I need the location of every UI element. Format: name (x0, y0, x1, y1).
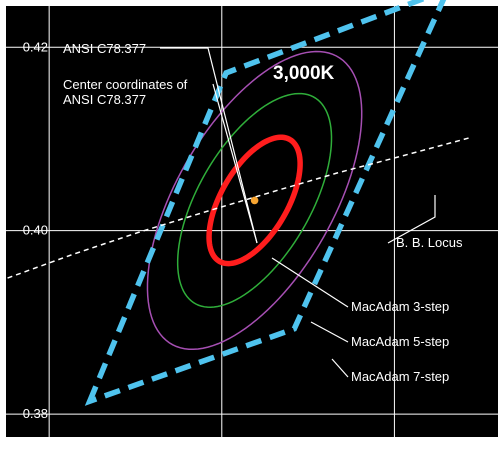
x-tick-label: 0.45 (382, 445, 407, 460)
blackbody-locus (0, 136, 473, 282)
leader-center-label (212, 83, 258, 244)
x-tick-label: 0.41 (37, 445, 62, 460)
y-tick-label: 0.42 (23, 39, 48, 54)
center-point-layer (250, 196, 259, 205)
macadam-7-step-ellipse (146, 50, 363, 351)
leader-ansi-label (160, 47, 258, 244)
leader-macadam-5 (310, 321, 349, 343)
macadam-5-step-label: MacAdam 5-step (351, 334, 449, 349)
ansi-quadrangle-layer (84, 0, 447, 406)
leader-macadam-7 (331, 358, 349, 378)
x-tick-label: 0.43 (209, 445, 234, 460)
leader-macadam-3 (271, 257, 349, 308)
locus-label: B. B. Locus (396, 235, 463, 250)
tick-labels: 0.41 0.43 0.45 0.42 0.40 0.38 (23, 39, 407, 460)
macadam-3-step-label: MacAdam 3-step (351, 299, 449, 314)
chart-title: 3,000K (273, 63, 335, 84)
leader-locus (387, 195, 436, 244)
ansi-label: ANSI C78.377 (63, 41, 146, 56)
blackbody-locus-layer (0, 136, 473, 282)
y-tick-label: 0.38 (23, 406, 48, 421)
center-label: Center coordinates of ANSI C78.377 (63, 77, 188, 107)
macadam-3-step-ellipse (206, 134, 303, 267)
center-point (250, 196, 259, 205)
macadam-7-step-label: MacAdam 7-step (351, 369, 449, 384)
ansi-quadrangle (84, 0, 447, 406)
leader-lines (160, 47, 436, 378)
y-tick-label: 0.40 (23, 223, 48, 238)
grid (6, 6, 498, 437)
center-label-line: ANSI C78.377 (63, 92, 146, 107)
center-label-line: Center coordinates of (63, 77, 188, 92)
